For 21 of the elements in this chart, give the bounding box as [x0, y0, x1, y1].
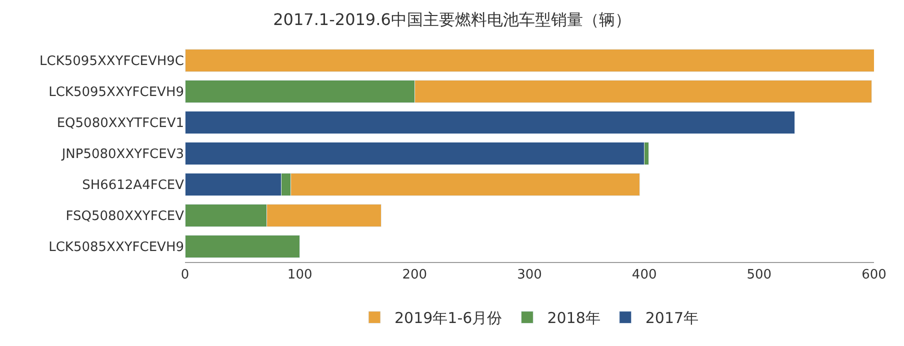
x-tick-label: 100: [287, 268, 312, 283]
y-tick-label: SH6612A4FCEV: [82, 178, 184, 194]
y-tick-label: EQ5080XXYTFCEV1: [56, 116, 184, 132]
x-tick-label: 300: [517, 268, 542, 283]
bar: [185, 235, 300, 258]
y-tick-label: FSQ5080XXYFCEV: [66, 209, 184, 224]
legend-label: 2017年: [645, 309, 699, 328]
chart-title: 2017.1-2019.6中国主要燃料电池车型销量（辆）: [273, 10, 631, 30]
bar: [185, 49, 874, 72]
y-tick-label: LCK5095XXYFCEVH9: [48, 85, 184, 100]
x-tick-label: 200: [402, 268, 428, 283]
x-tick-label: 0: [180, 268, 190, 283]
legend-label: 2019年1-6月份: [394, 309, 502, 328]
legend-label: 2018年: [547, 309, 600, 328]
x-tick-label: 400: [632, 268, 657, 283]
bar: [185, 111, 796, 134]
y-tick-label: LCK5095XXYFCEVH9C: [40, 54, 184, 70]
x-tick-label: 600: [862, 268, 886, 283]
x-tick-label: 500: [746, 268, 772, 283]
y-tick-label: JNP5080XXYFCEV3: [60, 147, 184, 162]
y-tick-label: LCK5085XXYFCEVH9: [48, 240, 184, 256]
